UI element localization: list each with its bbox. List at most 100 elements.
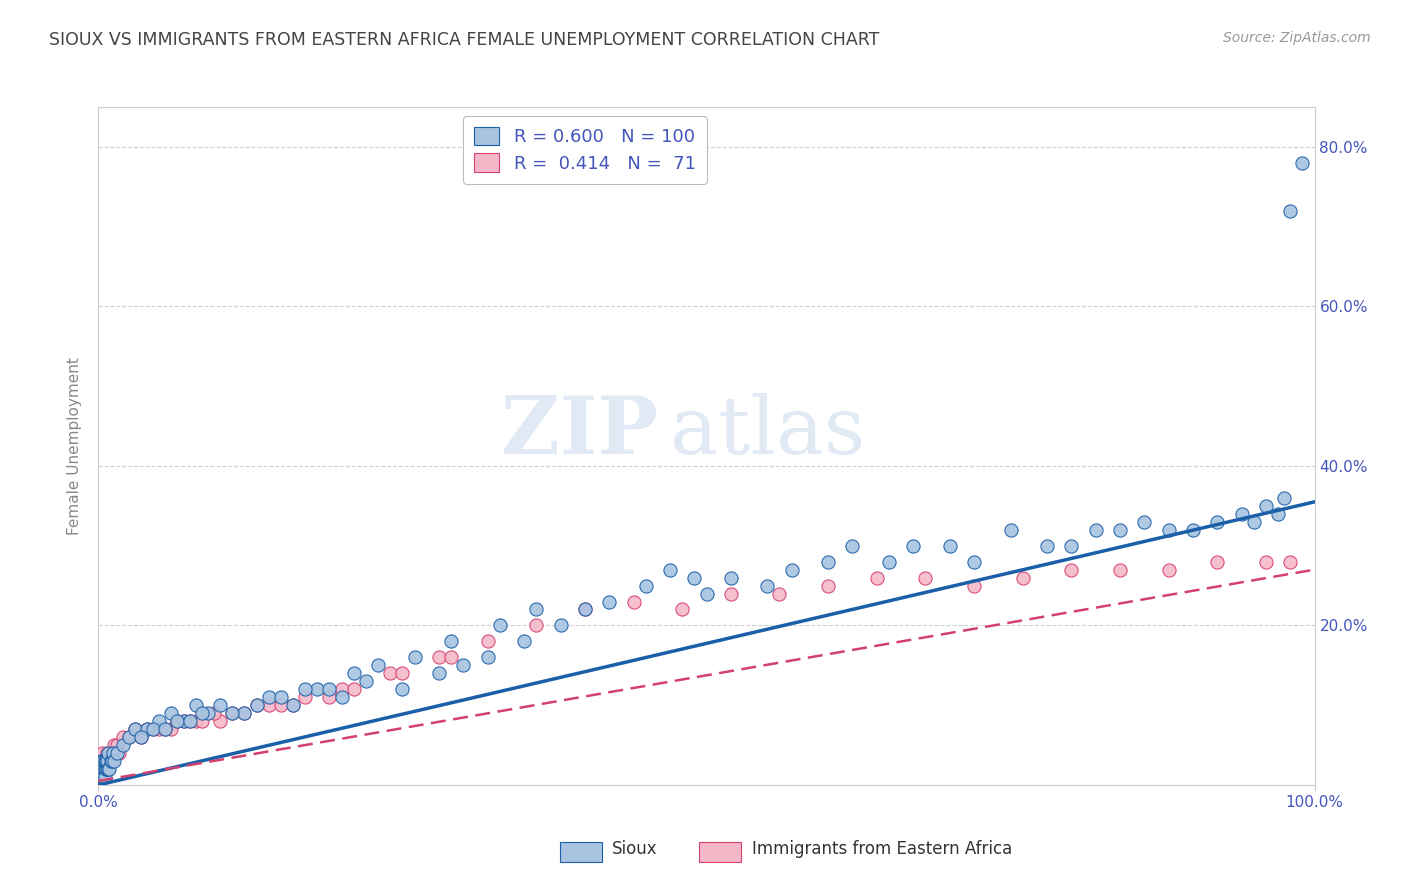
Point bbox=[440, 650, 463, 665]
Point bbox=[93, 762, 115, 776]
Point bbox=[103, 754, 125, 768]
Point bbox=[343, 682, 366, 697]
Point bbox=[866, 571, 889, 585]
Text: atlas: atlas bbox=[671, 393, 865, 472]
Point bbox=[91, 754, 114, 768]
Point bbox=[756, 578, 779, 592]
Point bbox=[318, 682, 340, 697]
Point bbox=[94, 762, 117, 776]
Point bbox=[281, 698, 304, 713]
Point bbox=[354, 674, 377, 689]
Point bbox=[91, 770, 114, 784]
Point bbox=[270, 690, 292, 705]
Point bbox=[118, 730, 141, 744]
Point bbox=[1291, 156, 1313, 170]
Point bbox=[294, 690, 316, 705]
Point bbox=[100, 754, 122, 768]
Point bbox=[91, 770, 114, 784]
Point bbox=[166, 714, 188, 728]
Point bbox=[89, 770, 111, 784]
Point bbox=[166, 714, 188, 728]
Point bbox=[1182, 523, 1205, 537]
Y-axis label: Female Unemployment: Female Unemployment bbox=[67, 357, 83, 535]
Point bbox=[89, 770, 111, 784]
Point bbox=[94, 762, 117, 776]
Point bbox=[524, 618, 547, 632]
Point bbox=[89, 754, 111, 768]
Point bbox=[1254, 499, 1277, 513]
Point bbox=[1206, 555, 1229, 569]
Point bbox=[191, 714, 214, 728]
Point bbox=[574, 602, 596, 616]
Point bbox=[155, 722, 177, 736]
Point bbox=[1272, 491, 1295, 505]
Point bbox=[963, 555, 986, 569]
Point bbox=[111, 730, 134, 744]
Point bbox=[197, 706, 219, 721]
Point bbox=[939, 539, 962, 553]
Point bbox=[270, 698, 292, 713]
Point bbox=[720, 586, 742, 600]
Point bbox=[367, 658, 389, 673]
Point bbox=[91, 754, 114, 768]
Point bbox=[245, 698, 267, 713]
Point bbox=[118, 730, 141, 744]
Point bbox=[659, 563, 682, 577]
Point bbox=[91, 762, 114, 776]
Point bbox=[294, 682, 316, 697]
Point bbox=[93, 754, 115, 768]
Text: ZIP: ZIP bbox=[501, 393, 658, 472]
Point bbox=[427, 666, 450, 681]
Point bbox=[179, 714, 201, 728]
Text: Source: ZipAtlas.com: Source: ZipAtlas.com bbox=[1223, 31, 1371, 45]
Point bbox=[97, 762, 120, 776]
Point bbox=[330, 682, 353, 697]
Point bbox=[1133, 515, 1156, 529]
Point bbox=[524, 602, 547, 616]
Point bbox=[89, 762, 111, 776]
Point bbox=[142, 722, 165, 736]
Point bbox=[330, 690, 353, 705]
Point bbox=[1254, 555, 1277, 569]
Point bbox=[148, 714, 170, 728]
Point bbox=[98, 762, 121, 776]
Point bbox=[257, 698, 280, 713]
Point bbox=[160, 706, 183, 721]
Point bbox=[93, 762, 115, 776]
Point bbox=[124, 722, 146, 736]
Point bbox=[184, 698, 207, 713]
Point bbox=[1060, 563, 1083, 577]
Point bbox=[780, 563, 803, 577]
Point bbox=[101, 754, 124, 768]
Point bbox=[111, 738, 134, 752]
Point bbox=[1279, 203, 1302, 218]
Point bbox=[90, 762, 112, 776]
Point bbox=[96, 754, 118, 768]
Point bbox=[90, 754, 112, 768]
Point bbox=[91, 762, 114, 776]
Point bbox=[96, 762, 118, 776]
Point bbox=[1206, 515, 1229, 529]
Point bbox=[318, 690, 340, 705]
Point bbox=[101, 746, 124, 760]
Text: Sioux: Sioux bbox=[612, 840, 657, 858]
Point bbox=[184, 714, 207, 728]
Point bbox=[1157, 523, 1180, 537]
Point bbox=[233, 706, 256, 721]
Point bbox=[103, 738, 125, 752]
Point bbox=[221, 706, 243, 721]
Point bbox=[877, 555, 900, 569]
Point bbox=[1109, 523, 1132, 537]
Point bbox=[101, 746, 124, 760]
Point bbox=[1084, 523, 1107, 537]
Point bbox=[488, 618, 510, 632]
Text: SIOUX VS IMMIGRANTS FROM EASTERN AFRICA FEMALE UNEMPLOYMENT CORRELATION CHART: SIOUX VS IMMIGRANTS FROM EASTERN AFRICA … bbox=[49, 31, 880, 49]
Point bbox=[191, 706, 214, 721]
Point bbox=[720, 571, 742, 585]
Point bbox=[623, 594, 645, 608]
Point bbox=[343, 666, 366, 681]
Point bbox=[173, 714, 195, 728]
Point bbox=[90, 762, 112, 776]
Point bbox=[1230, 507, 1253, 521]
Point bbox=[93, 770, 115, 784]
